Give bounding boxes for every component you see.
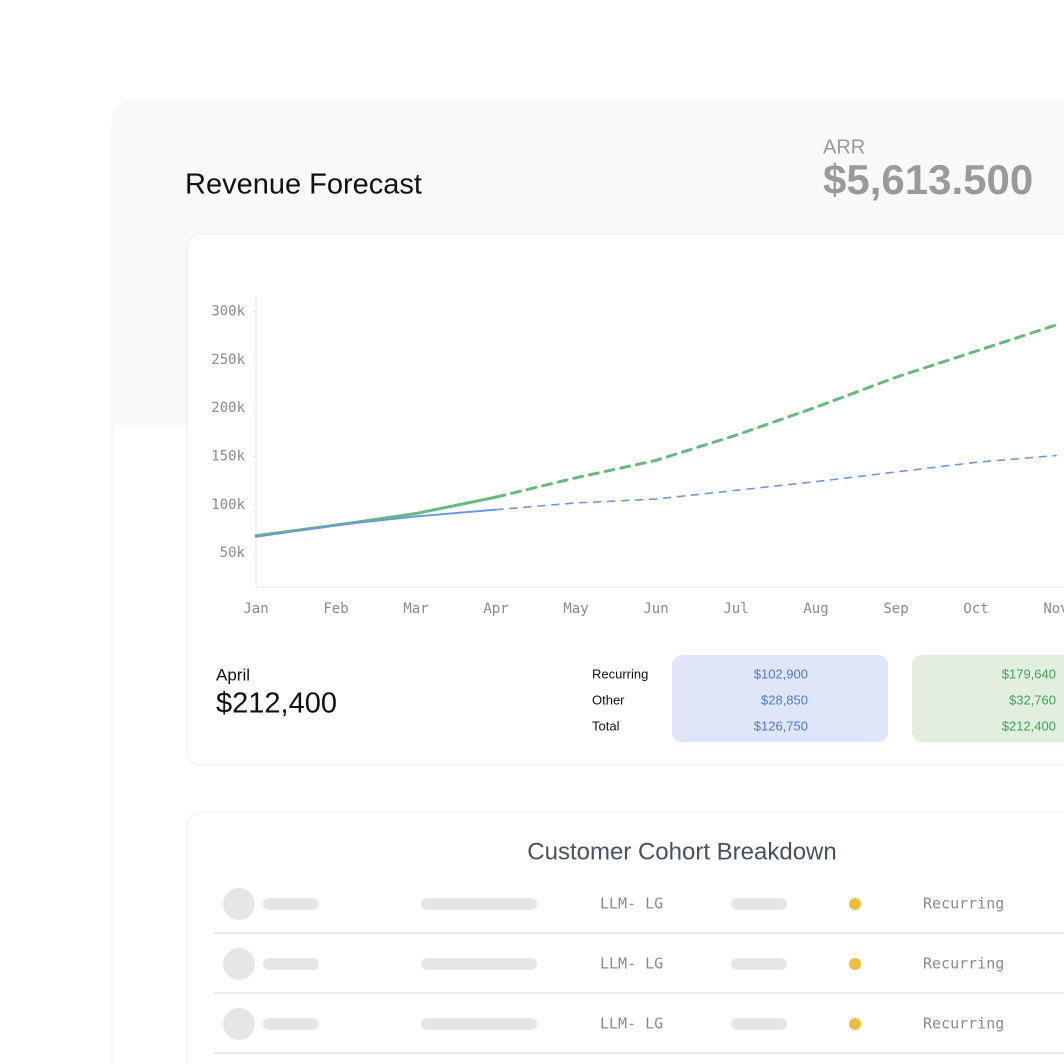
y-tick-label: 100k (211, 497, 245, 513)
x-tick-label: Nov (1043, 601, 1064, 617)
cohort-model: LLM- LG (600, 895, 663, 913)
plot (254, 323, 1058, 538)
status-dot (849, 958, 861, 970)
name-placeholder (263, 898, 319, 910)
name-placeholder (263, 1018, 319, 1030)
value-placeholder (731, 958, 787, 970)
green-value: $212,400 (1002, 718, 1056, 733)
x-tick-label: Jun (643, 601, 668, 617)
page-title: Revenue Forecast (185, 169, 422, 201)
green-box (912, 655, 1064, 742)
x-tick-label: May (563, 601, 588, 617)
green-value: $32,760 (1009, 692, 1056, 707)
y-tick-label: 150k (211, 449, 245, 465)
x-tick-label: Feb (323, 601, 348, 617)
arr-value: $5,613.500 (823, 156, 1033, 203)
green-value: $179,640 (1002, 666, 1056, 681)
actual-line (255, 508, 497, 538)
detail-placeholder (421, 958, 537, 970)
blue-box (672, 655, 888, 742)
x-tick-label: Jul (723, 601, 748, 617)
cohort-card (186, 811, 1064, 1064)
avatar-placeholder (223, 888, 255, 920)
blue-value: $28,850 (761, 692, 808, 707)
x-tick-label: Oct (963, 601, 988, 617)
chart-card (186, 233, 1064, 766)
arr-label: ARR (823, 136, 865, 158)
y-tick-label: 250k (211, 352, 245, 368)
summary-row-label: Recurring (592, 666, 648, 681)
x-tick-label: Mar (403, 601, 428, 617)
summary-month: April (216, 665, 250, 684)
cohort-title: Customer Cohort Breakdown (527, 838, 836, 865)
y-tick-label: 300k (211, 304, 245, 320)
y-tick-label: 50k (220, 545, 246, 561)
cohort-type: Recurring (923, 955, 1004, 973)
cohort-model: LLM- LG (600, 955, 663, 973)
forecast-line (495, 454, 1057, 511)
detail-placeholder (421, 898, 537, 910)
detail-placeholder (421, 1018, 537, 1030)
x-tick-label: Aug (803, 601, 828, 617)
summary-total: $212,400 (216, 688, 337, 720)
y-tick-label: 200k (211, 400, 245, 416)
cohort-type: Recurring (923, 895, 1004, 913)
summary-row-label: Total (592, 718, 620, 733)
status-dot (849, 898, 861, 910)
cohort-model: LLM- LG (600, 1015, 663, 1033)
forecast-line (494, 323, 1058, 499)
avatar-placeholder (223, 1008, 255, 1040)
summary-row-label: Other (592, 692, 625, 707)
status-dot (849, 1018, 861, 1030)
blue-value: $102,900 (754, 666, 808, 681)
value-placeholder (731, 898, 787, 910)
x-tick-label: Sep (883, 601, 908, 617)
blue-value: $126,750 (754, 718, 808, 733)
avatar-placeholder (223, 948, 255, 980)
name-placeholder (263, 958, 319, 970)
cohort-type: Recurring (923, 1015, 1004, 1033)
x-tick-label: Apr (483, 601, 508, 617)
x-tick-label: Jan (243, 601, 268, 617)
value-placeholder (731, 1018, 787, 1030)
